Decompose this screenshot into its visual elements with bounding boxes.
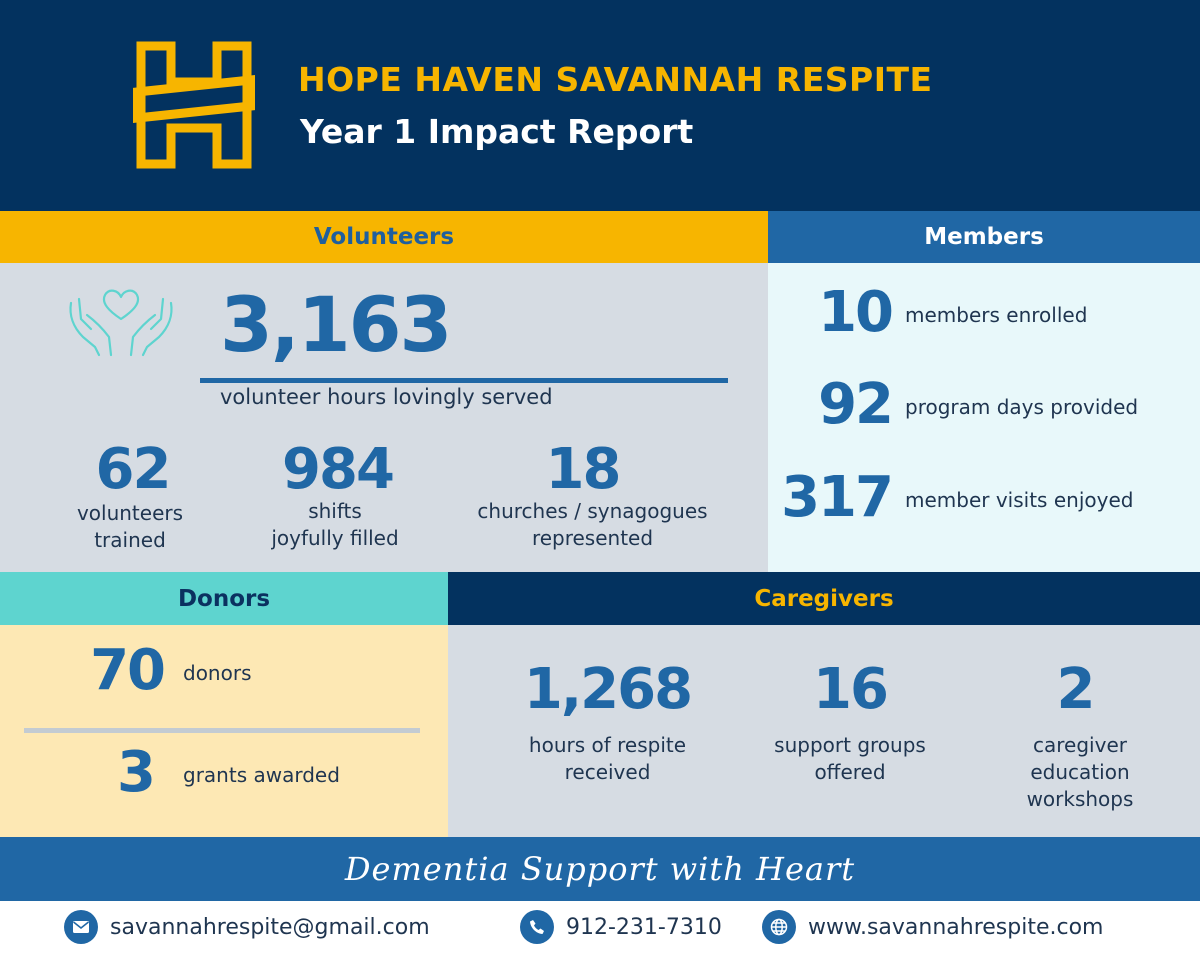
respite-hours-label: hours of respite received <box>528 733 687 784</box>
phone-number[interactable]: 912-231-7310 <box>566 914 722 940</box>
respite-hours-value: 1,268 <box>523 657 693 722</box>
donors-label: donors <box>183 661 252 685</box>
member-visits-label: member visits enjoyed <box>905 488 1134 512</box>
header: HOPE HAVEN SAVANNAH RESPITE Year 1 Impac… <box>0 0 1200 211</box>
workshops-value: 2 <box>1056 657 1096 722</box>
volunteers-trained-label: volunteers trained <box>76 501 184 552</box>
churches-value: 18 <box>545 437 622 502</box>
member-visits-value: 317 <box>781 465 894 530</box>
support-groups-value: 16 <box>813 657 889 722</box>
phone-icon <box>520 910 554 944</box>
caregivers-panel <box>448 625 1200 837</box>
h-monogram-logo <box>133 41 255 169</box>
globe-icon <box>762 910 796 944</box>
members-heading: Members <box>768 211 1200 263</box>
phone-contact[interactable]: 912-231-7310 <box>520 909 722 945</box>
email-address[interactable]: savannahrespite@gmail.com <box>110 914 430 940</box>
donors-divider <box>24 728 420 733</box>
members-enrolled-label: members enrolled <box>905 303 1088 327</box>
volunteer-hours-label: volunteer hours lovingly served <box>220 385 553 409</box>
caregivers-heading: Caregivers <box>448 572 1200 625</box>
website-url[interactable]: www.savannahrespite.com <box>808 914 1104 940</box>
members-panel <box>768 263 1200 572</box>
email-icon <box>64 910 98 944</box>
report-subtitle: Year 1 Impact Report <box>300 112 694 151</box>
grants-value: 3 <box>117 740 156 805</box>
donors-value: 70 <box>90 638 166 703</box>
shifts-filled-value: 984 <box>282 437 395 502</box>
donors-heading: Donors <box>0 572 448 625</box>
members-enrolled-value: 10 <box>818 280 894 345</box>
volunteer-hours-value: 3,163 <box>220 280 452 369</box>
churches-label: churches / synagogues represented <box>477 499 708 550</box>
tagline: Dementia Support with Heart <box>344 850 856 888</box>
report-title: HOPE HAVEN SAVANNAH RESPITE <box>298 60 933 99</box>
program-days-label: program days provided <box>905 395 1139 419</box>
email-contact[interactable]: savannahrespite@gmail.com <box>64 909 430 945</box>
heart-hands-icon <box>69 289 173 357</box>
hours-underline <box>200 378 728 383</box>
program-days-value: 92 <box>818 372 894 437</box>
website-contact[interactable]: www.savannahrespite.com <box>762 909 1104 945</box>
shifts-filled-label: shifts joyfully filled <box>271 499 399 550</box>
volunteers-heading: Volunteers <box>0 211 768 263</box>
grants-label: grants awarded <box>183 763 340 787</box>
volunteers-trained-value: 62 <box>95 437 172 502</box>
tagline-bar: Dementia Support with Heart <box>0 837 1200 901</box>
workshops-label: caregiver education workshops <box>1026 733 1134 811</box>
support-groups-label: support groups offered <box>774 733 926 784</box>
